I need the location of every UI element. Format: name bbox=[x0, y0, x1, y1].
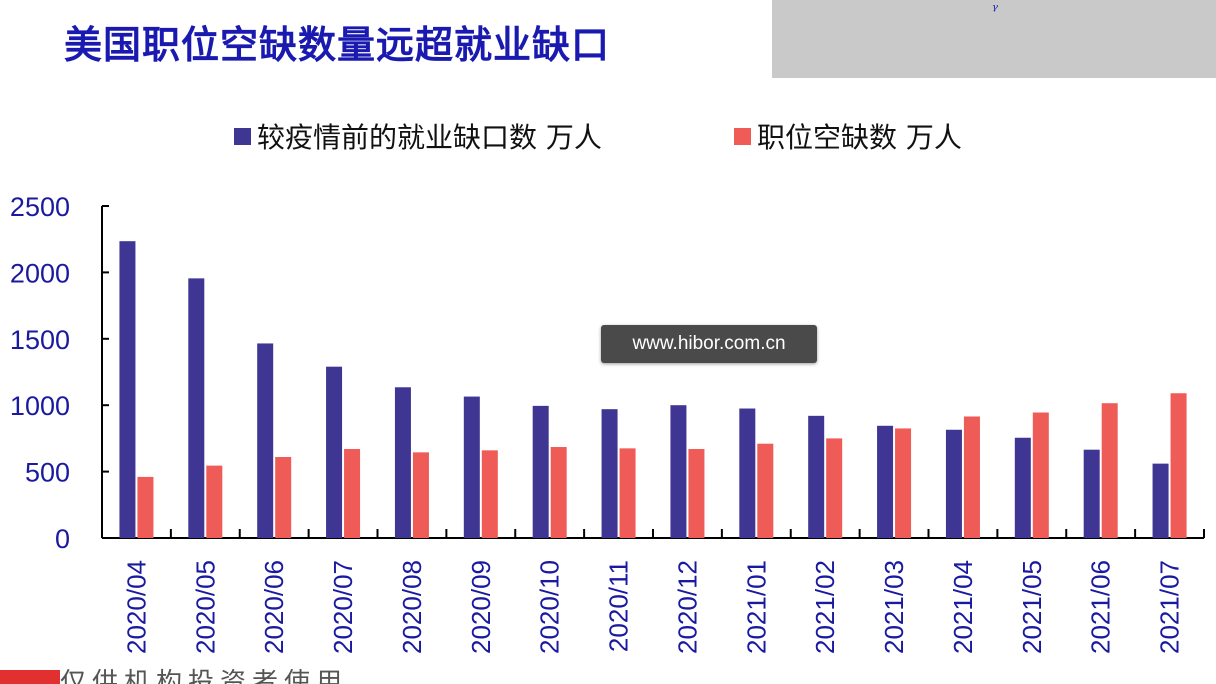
legend-swatch-openings bbox=[734, 127, 751, 145]
bar-gap bbox=[463, 396, 480, 538]
x-tick-label: 2021/05 bbox=[1017, 560, 1047, 654]
x-tick-label: 2021/02 bbox=[810, 560, 840, 654]
x-tick-label: 2021/07 bbox=[1155, 560, 1185, 654]
legend-label-gap: 较疫情前的就业缺口数 万人 bbox=[257, 121, 602, 154]
bar-gap bbox=[532, 405, 549, 538]
bar-gap bbox=[394, 387, 411, 538]
bar-gap bbox=[808, 415, 825, 538]
footer-strip: 仅供机构投资者使用 bbox=[0, 668, 1216, 684]
bar-openings bbox=[206, 465, 223, 538]
x-tick-label: 2020/10 bbox=[535, 560, 565, 654]
bar-gap bbox=[257, 343, 274, 538]
x-tick-label: 2020/11 bbox=[604, 560, 634, 652]
footer-accent bbox=[0, 670, 60, 684]
y-tick-label: 2000 bbox=[10, 258, 70, 288]
footer-text: 仅供机构投资者使用 bbox=[60, 668, 349, 684]
bar-openings bbox=[619, 448, 636, 538]
y-tick-label: 1000 bbox=[10, 391, 70, 421]
bar-openings bbox=[412, 452, 429, 538]
bar-gap bbox=[119, 241, 136, 538]
x-tick-label: 2020/12 bbox=[672, 560, 702, 654]
bar-gap bbox=[877, 425, 894, 538]
bar-openings bbox=[481, 450, 498, 538]
header-gray-panel bbox=[772, 0, 1216, 78]
y-tick-label: 2500 bbox=[10, 192, 70, 222]
bar-openings bbox=[137, 476, 154, 538]
watermark-badge: www.hibor.com.cn bbox=[601, 325, 817, 363]
x-tick-label: 2021/04 bbox=[948, 560, 978, 654]
x-tick-label: 2020/08 bbox=[397, 560, 427, 654]
bar-openings bbox=[757, 443, 774, 538]
bar-openings bbox=[275, 456, 292, 538]
x-tick-label: 2021/03 bbox=[879, 560, 909, 654]
y-tick-label: 1500 bbox=[10, 325, 70, 355]
bar-gap bbox=[1152, 463, 1169, 538]
bar-gap bbox=[601, 409, 618, 538]
chart-legend: 较疫情前的就业缺口数 万人 职位空缺数 万人 bbox=[0, 112, 1216, 156]
x-tick-label: 2021/01 bbox=[741, 560, 771, 654]
bar-gap bbox=[945, 429, 962, 538]
x-tick-label: 2020/05 bbox=[190, 560, 220, 654]
legend-item-openings: 职位空缺数 万人 bbox=[734, 116, 962, 156]
legend-swatch-gap bbox=[234, 127, 251, 145]
bar-gap bbox=[739, 408, 756, 538]
bar-openings bbox=[688, 449, 705, 538]
bar-openings bbox=[550, 447, 567, 538]
bar-gap bbox=[1014, 437, 1031, 538]
x-tick-label: 2021/06 bbox=[1086, 560, 1116, 654]
bar-openings bbox=[1170, 393, 1187, 538]
y-tick-label: 0 bbox=[55, 524, 70, 554]
bar-openings bbox=[826, 438, 843, 538]
y-tick-label: 500 bbox=[25, 458, 70, 488]
x-tick-label: 2020/07 bbox=[328, 560, 358, 654]
bar-gap bbox=[670, 405, 687, 538]
bar-gap bbox=[188, 278, 205, 538]
legend-label-openings: 职位空缺数 万人 bbox=[757, 121, 962, 154]
x-tick-label: 2020/06 bbox=[259, 560, 289, 654]
x-tick-label: 2020/04 bbox=[121, 560, 151, 654]
bar-openings bbox=[1032, 412, 1049, 538]
chart-title: 美国职位空缺数量远超就业缺口 bbox=[64, 23, 611, 67]
x-tick-label: 2020/09 bbox=[466, 560, 496, 654]
bar-gap bbox=[1083, 449, 1100, 538]
bar-openings bbox=[1101, 403, 1118, 538]
bar-gap bbox=[326, 366, 343, 538]
bar-openings bbox=[895, 428, 912, 538]
bar-openings bbox=[344, 449, 361, 538]
bar-openings bbox=[963, 416, 980, 538]
header-mark: ᵞ bbox=[992, 0, 999, 19]
legend-item-gap: 较疫情前的就业缺口数 万人 bbox=[234, 116, 602, 156]
